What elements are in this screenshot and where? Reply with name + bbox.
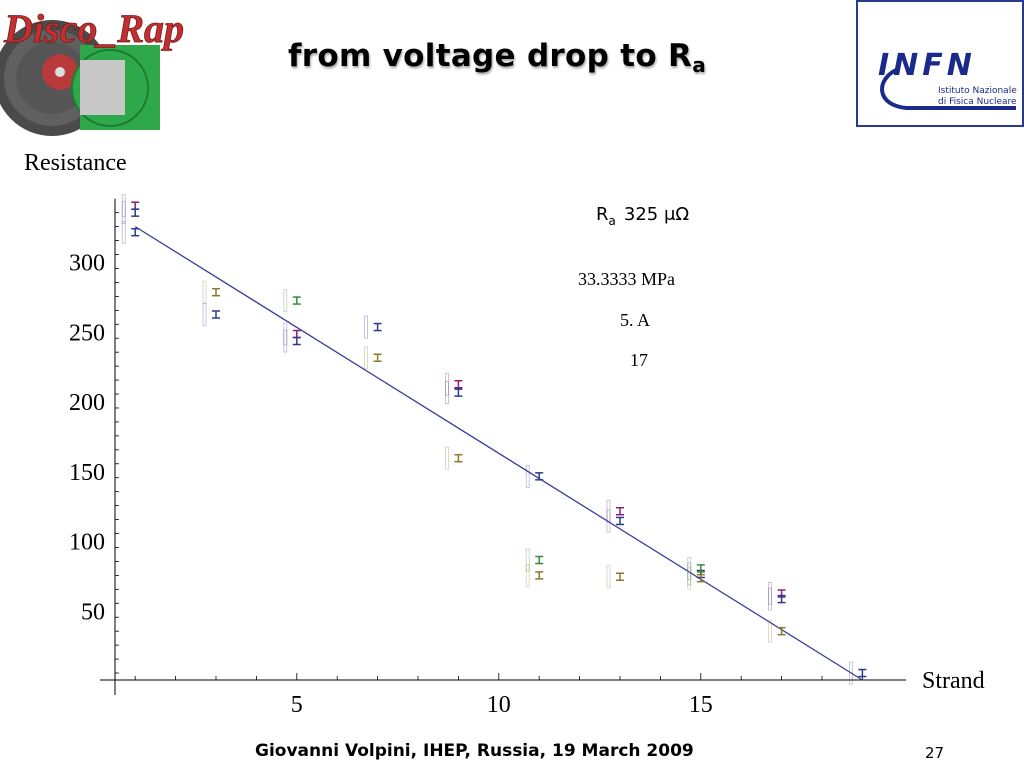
title-subscript: a — [692, 53, 706, 77]
slide-title: from voltage drop to Ra — [288, 38, 706, 77]
logo-right-sub2: di Fisica Nucleare — [938, 97, 1017, 107]
data-point — [525, 563, 544, 587]
data-point — [444, 381, 463, 405]
data-point — [768, 582, 786, 605]
x-tick-label: 10 — [487, 692, 511, 718]
y-tick-label: 50 — [81, 599, 105, 625]
data-point — [525, 464, 544, 488]
x-tick-label: 5 — [291, 692, 303, 718]
data-point — [606, 499, 624, 523]
data-point — [121, 194, 140, 218]
count-label: 17 — [630, 350, 648, 370]
y-tick-label: 150 — [69, 460, 105, 486]
data-point — [849, 661, 867, 685]
data-point — [687, 566, 705, 590]
data-points — [121, 194, 867, 685]
data-point — [444, 372, 463, 396]
data-point — [687, 557, 705, 580]
y-tick-label: 100 — [69, 530, 105, 556]
data-point — [283, 289, 301, 312]
ra-value: 325 μΩ — [624, 204, 690, 225]
axis-ticks — [115, 212, 863, 680]
infn-logo: INFN Istituto Nazionale di Fisica Nuclea… — [856, 0, 1024, 127]
data-point — [768, 587, 786, 611]
footer-text: Giovanni Volpini, IHEP, Russia, 19 March… — [255, 741, 694, 761]
logo-left-text: Disco_Rap — [3, 6, 184, 51]
resistance-chart: 50 100 150 200 250 300 5 10 15 Resistance Strand… — [24, 150, 985, 719]
pressure-label: 33.3333 MPa — [578, 269, 675, 289]
data-point — [768, 619, 786, 643]
current-label: 5. A — [620, 310, 650, 330]
data-point — [525, 548, 544, 572]
data-point — [283, 322, 301, 346]
fit-line — [134, 226, 863, 681]
tick-labels: 50 100 150 200 250 300 5 10 15 — [69, 251, 713, 719]
x-axis-label: Strand — [922, 668, 985, 694]
data-point — [121, 220, 140, 244]
data-point — [364, 315, 382, 339]
data-point — [202, 303, 220, 326]
y-tick-label: 250 — [69, 320, 105, 346]
ra-label: Ra 325 μΩ — [596, 204, 689, 228]
title-text: from voltage drop to R — [288, 38, 693, 74]
data-point — [606, 509, 624, 533]
page-number: 27 — [925, 744, 945, 762]
logo-right-sub1: Istituto Nazionale — [938, 86, 1017, 96]
y-axis-label: Resistance — [24, 150, 127, 176]
ra-subscript: a — [609, 214, 616, 228]
data-point — [364, 346, 382, 370]
y-tick-label: 200 — [69, 390, 105, 416]
disco-rap-logo: Disco_Rap — [0, 0, 200, 148]
x-tick-label: 15 — [689, 692, 713, 718]
data-point — [283, 329, 301, 353]
data-point — [202, 280, 220, 304]
logo-right-text: INFN — [878, 48, 976, 83]
ra-symbol: R — [596, 204, 609, 225]
y-tick-label: 300 — [69, 251, 105, 277]
data-point — [444, 446, 463, 470]
data-point — [606, 565, 624, 589]
data-point — [121, 201, 140, 225]
